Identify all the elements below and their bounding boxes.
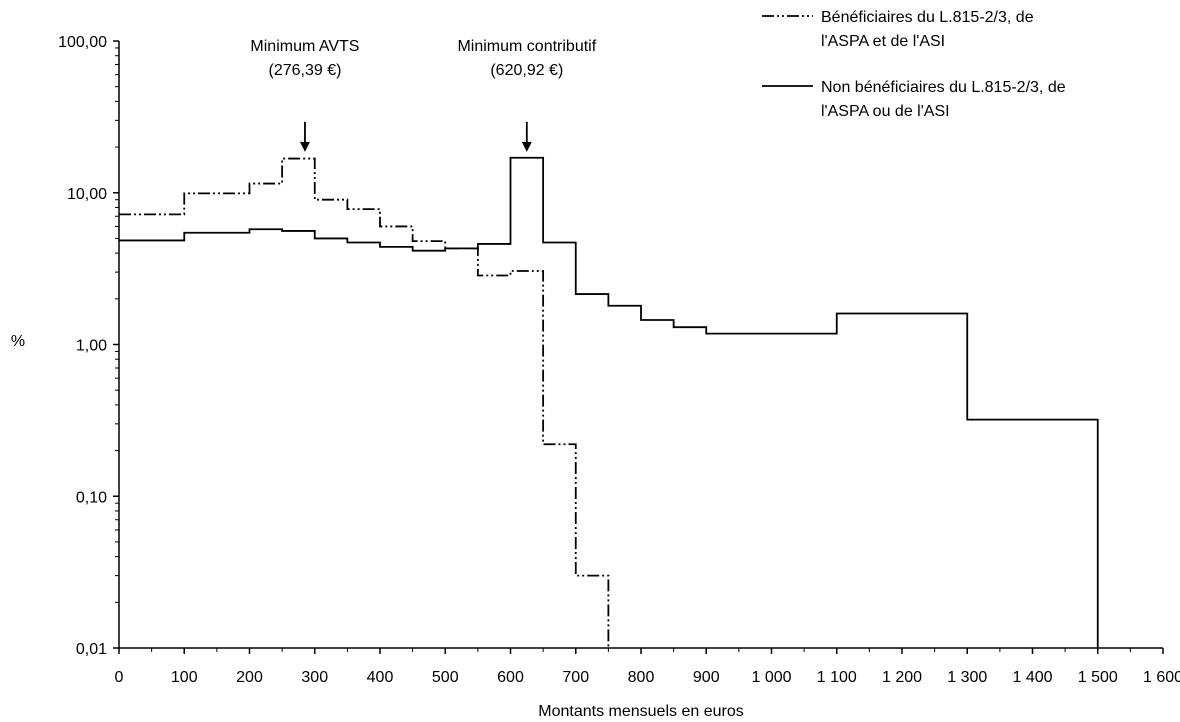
x-axis-title: Montants mensuels en euros bbox=[538, 703, 743, 720]
x-tick-label: 1 400 bbox=[1012, 669, 1052, 686]
annotation-2: Minimum contributif (620,92 €) bbox=[457, 38, 597, 152]
annotation-arrow-head bbox=[521, 141, 532, 152]
series-line-1 bbox=[119, 157, 610, 648]
legend-item-2: Non bénéficiaires du L.815-2/3, de l'ASPA… bbox=[762, 79, 1066, 120]
y-tick-label: 1,00 bbox=[76, 338, 107, 355]
annotation-layer: Minimum AVTS (276,39 €) Minimum contributi… bbox=[250, 38, 597, 152]
x-tick-label: 500 bbox=[432, 669, 459, 686]
x-tick-label: 100 bbox=[171, 669, 198, 686]
y-tick-label: 0,01 bbox=[76, 641, 107, 658]
x-tick-label: 400 bbox=[367, 669, 394, 686]
x-tick-label: 700 bbox=[562, 669, 589, 686]
y-tick-label: 100,00 bbox=[58, 34, 107, 51]
series-layer bbox=[119, 156, 1099, 648]
legend-label: Bénéficiaires du L.815-2/3, de bbox=[821, 9, 1034, 26]
annotation-text: Minimum contributif bbox=[457, 38, 596, 55]
x-axis: 0 100 200 300 400 500 600 700 800 900 1 000 1 100 1 … bbox=[115, 647, 1180, 686]
legend: Bénéficiaires du L.815-2/3, de l'ASPA et … bbox=[762, 9, 1066, 120]
x-tick-label: 1 600 bbox=[1143, 669, 1180, 686]
annotation-text: (620,92 €) bbox=[490, 62, 563, 79]
y-tick-label: 0,10 bbox=[76, 489, 107, 506]
x-tick-label: 0 bbox=[115, 669, 124, 686]
x-tick-label: 600 bbox=[497, 669, 524, 686]
x-tick-label: 800 bbox=[628, 669, 655, 686]
legend-item-1: Bénéficiaires du L.815-2/3, de l'ASPA et … bbox=[762, 9, 1034, 50]
x-tick-label: 1 200 bbox=[882, 669, 922, 686]
x-tick-label: 200 bbox=[236, 669, 263, 686]
x-tick-label: 1 500 bbox=[1078, 669, 1118, 686]
legend-label: Non bénéficiaires du L.815-2/3, de bbox=[821, 79, 1066, 96]
y-tick-label: 10,00 bbox=[67, 186, 107, 203]
y-axis: 0,01 0,10 1,00 10,00 100,00 bbox=[58, 34, 120, 658]
annotation-1: Minimum AVTS (276,39 €) bbox=[250, 38, 359, 152]
series-line-2 bbox=[119, 156, 1099, 648]
x-tick-label: 900 bbox=[693, 669, 720, 686]
legend-label: l'ASPA ou de l'ASI bbox=[821, 103, 950, 120]
annotation-text: (276,39 €) bbox=[268, 62, 341, 79]
y-axis-title: % bbox=[11, 333, 25, 350]
legend-label: l'ASPA et de l'ASI bbox=[821, 33, 945, 50]
x-tick-label: 1 100 bbox=[817, 669, 857, 686]
x-tick-label: 1 000 bbox=[751, 669, 791, 686]
annotation-text: Minimum AVTS bbox=[250, 38, 359, 55]
x-tick-label: 300 bbox=[301, 669, 328, 686]
x-tick-label: 1 300 bbox=[947, 669, 987, 686]
annotation-arrow-head bbox=[299, 141, 310, 152]
